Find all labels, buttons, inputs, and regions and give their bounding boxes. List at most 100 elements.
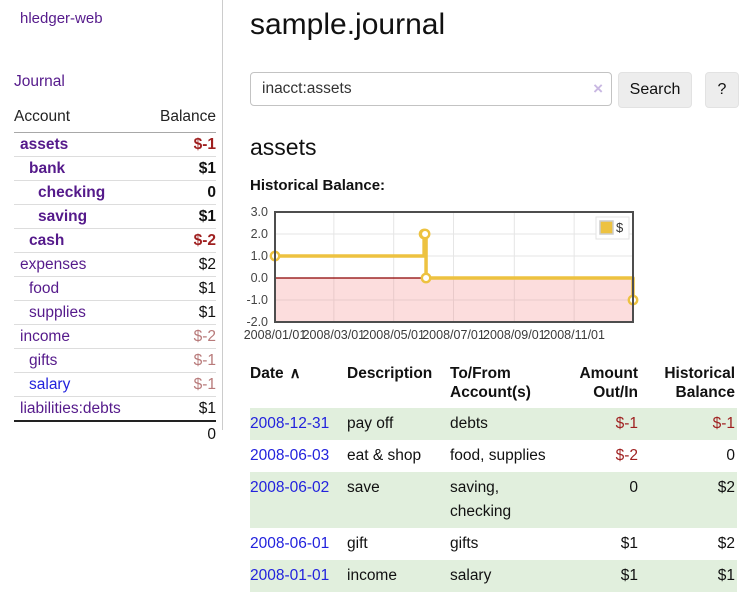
register-cell-amount: $-1 xyxy=(615,415,638,432)
svg-text:1.0: 1.0 xyxy=(251,249,268,263)
account-title: assets xyxy=(250,134,317,160)
register-cell-accounts: debts xyxy=(450,415,488,432)
sidebar-account-link[interactable]: supplies xyxy=(29,304,86,321)
sidebar-account-link[interactable]: checking xyxy=(38,184,106,201)
account-balance: $1 xyxy=(146,156,216,181)
sidebar-account-link[interactable]: liabilities:debts xyxy=(20,400,121,417)
register-cell-amount: $1 xyxy=(620,535,638,552)
account-row: expenses $2 xyxy=(14,252,216,277)
register-row: 2008-06-01 gift gifts $1 $2 xyxy=(250,528,737,560)
accounts-header-balance: Balance xyxy=(146,106,216,133)
sidebar-account-link[interactable]: food xyxy=(29,280,60,297)
clear-search-icon[interactable]: × xyxy=(593,79,603,98)
help-button[interactable]: ? xyxy=(705,72,739,108)
transaction-date-link[interactable]: 2008-06-02 xyxy=(250,479,330,496)
account-balance: $-2 xyxy=(146,228,216,253)
sidebar-account-link[interactable]: income xyxy=(20,328,70,345)
historical-balance-chart[interactable]: $3.0 2.0 1.0 0.0 -1.0 -2.0 2008/01/01 2008/03/0… xyxy=(244,205,650,348)
account-row: liabilities:debts $1 xyxy=(14,396,216,422)
register-cell-date: 2008-06-02 xyxy=(250,472,347,528)
sidebar: hledger-web Journal Account Balance asse… xyxy=(0,0,222,447)
svg-text:2.0: 2.0 xyxy=(251,227,268,241)
register-cell-accounts: food, supplies xyxy=(450,447,546,464)
account-row: bank $1 xyxy=(14,156,216,181)
account-row: assets $-1 xyxy=(14,132,216,157)
account-balance: $-1 xyxy=(146,132,216,157)
chart-title: Historical Balance: xyxy=(250,177,386,194)
register-cell-description: income xyxy=(347,567,397,584)
account-row: food $1 xyxy=(14,276,216,301)
sidebar-account-link[interactable]: salary xyxy=(29,376,71,393)
svg-text:-2.0: -2.0 xyxy=(246,315,268,329)
register-cell-balance: $2 xyxy=(717,535,735,552)
register-header-row: Date ∧ Description To/From Account(s) Amo… xyxy=(250,362,737,408)
register-row: 2008-06-02 save saving, checking 0 $2 xyxy=(250,472,737,528)
register-cell-accounts: salary xyxy=(450,567,492,584)
search-button[interactable]: Search xyxy=(618,72,692,108)
app-brand-link[interactable]: hledger-web xyxy=(20,10,103,27)
account-balance: $1 xyxy=(146,300,216,325)
svg-text:2008/03/01: 2008/03/01 xyxy=(303,328,366,342)
accounts-table: Account Balance assets $-1 bank $1 checking 0… xyxy=(14,106,216,447)
register-cell-accounts: gifts xyxy=(450,535,479,552)
register-cell-balance: $2 xyxy=(717,479,735,496)
sidebar-account-link[interactable]: assets xyxy=(20,136,69,153)
account-row: income $-2 xyxy=(14,324,216,349)
svg-text:2008/07/01: 2008/07/01 xyxy=(422,328,485,342)
accounts-total-spacer xyxy=(14,420,147,447)
account-row: salary $-1 xyxy=(14,372,216,397)
transaction-date-link[interactable]: 2008-06-01 xyxy=(250,535,330,552)
account-row: gifts $-1 xyxy=(14,348,216,373)
register-row: 2008-01-01 income salary $1 $1 xyxy=(250,560,737,592)
register-header-amount: Amount Out/In xyxy=(579,365,638,401)
account-balance: $-1 xyxy=(146,348,216,373)
account-row: cash $-2 xyxy=(14,228,216,253)
page-title: sample.journal xyxy=(250,8,446,41)
sidebar-account-link[interactable]: cash xyxy=(29,232,65,249)
sidebar-item-journal[interactable]: Journal xyxy=(14,73,65,90)
register-cell-date: 2008-06-01 xyxy=(250,528,347,560)
register-cell-amount: 0 xyxy=(629,479,638,496)
sidebar-account-link[interactable]: expenses xyxy=(20,256,87,273)
sidebar-account-link[interactable]: gifts xyxy=(29,352,58,369)
register-header-balance: Historical Balance xyxy=(664,365,735,401)
svg-text:2008/01/01: 2008/01/01 xyxy=(244,328,307,342)
register-cell-balance: $1 xyxy=(717,567,735,584)
accounts-header-row: Account Balance xyxy=(14,106,216,133)
account-balance: $2 xyxy=(146,252,216,277)
search-input[interactable] xyxy=(250,72,612,106)
register-cell-amount: $-2 xyxy=(615,447,638,464)
register-cell-description: pay off xyxy=(347,415,394,432)
transaction-date-link[interactable]: 2008-06-03 xyxy=(250,447,330,464)
sidebar-divider xyxy=(222,0,223,430)
sort-asc-icon: ∧ xyxy=(289,365,301,382)
register-cell-balance: $-1 xyxy=(712,415,735,432)
accounts-header-account: Account xyxy=(14,106,147,133)
register-cell-description: gift xyxy=(347,535,368,552)
svg-text:2008/05/01: 2008/05/01 xyxy=(362,328,425,342)
svg-text:2008/11/01: 2008/11/01 xyxy=(543,328,605,342)
register-cell-description: eat & shop xyxy=(347,447,422,464)
register-cell-accounts: saving, checking xyxy=(450,479,512,520)
sidebar-account-link[interactable]: bank xyxy=(29,160,66,177)
transaction-date-link[interactable]: 2008-01-01 xyxy=(250,567,330,584)
account-balance: $1 xyxy=(146,396,216,422)
account-balance: $1 xyxy=(146,276,216,301)
register-header-date: Date ∧ xyxy=(250,365,301,382)
account-row: saving $1 xyxy=(14,204,216,229)
register-header-accounts: To/From Account(s) xyxy=(450,365,531,401)
register-cell-description: save xyxy=(347,479,380,496)
register-table: Date ∧ Description To/From Account(s) Amo… xyxy=(250,362,737,592)
register-row: 2008-06-03 eat & shop food, supplies $-2 0 xyxy=(250,440,737,472)
account-balance: $-1 xyxy=(146,372,216,397)
account-balance: 0 xyxy=(146,180,216,205)
svg-text:0.0: 0.0 xyxy=(251,271,268,285)
accounts-total-row: 0 xyxy=(14,420,216,447)
svg-text:2008/09/01: 2008/09/01 xyxy=(483,328,546,342)
main-content: sample.journal × Search ? assets Histori… xyxy=(244,0,742,592)
account-balance: $-2 xyxy=(146,324,216,349)
sidebar-account-link[interactable]: saving xyxy=(38,208,88,225)
transaction-date-link[interactable]: 2008-12-31 xyxy=(250,415,330,432)
register-cell-balance: 0 xyxy=(726,447,735,464)
register-cell-date: 2008-01-01 xyxy=(250,560,347,592)
